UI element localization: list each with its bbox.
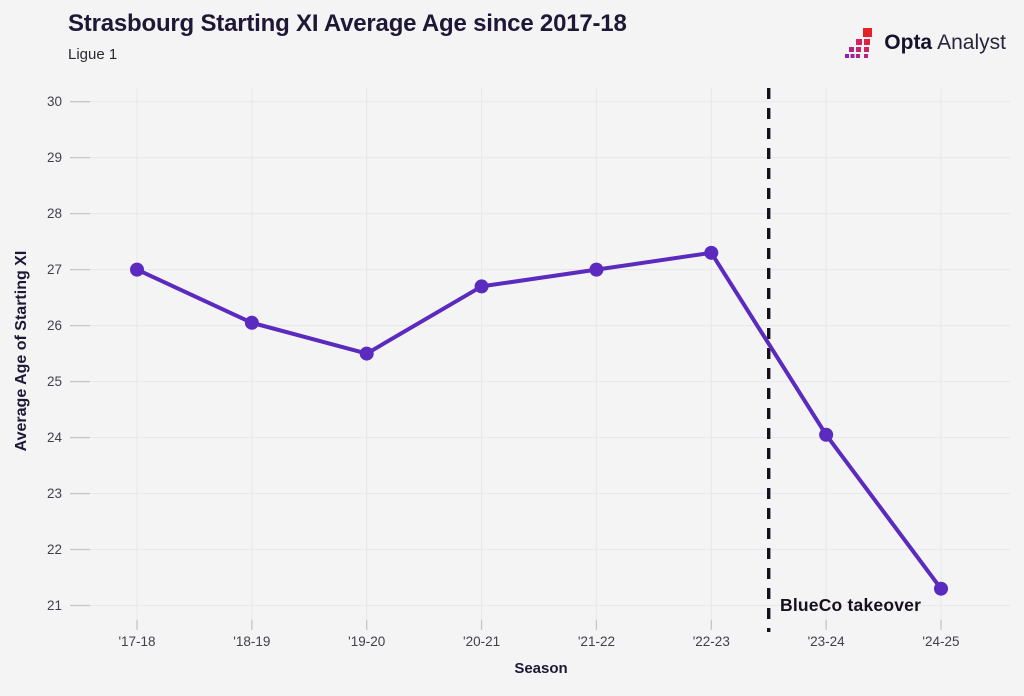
x-tick-label: '23-24 (807, 634, 845, 649)
y-tick-label: 25 (46, 373, 62, 389)
x-tick-label: '24-25 (922, 634, 960, 649)
chart-subtitle: Ligue 1 (68, 46, 118, 63)
y-tick-label: 29 (46, 149, 62, 165)
y-tick-label: 23 (46, 485, 62, 501)
logo-text-opta: Opta (884, 31, 933, 54)
x-tick-label: '17-18 (118, 634, 156, 649)
opta-analyst-logo: Opta Analyst (845, 24, 1006, 62)
annotation-blueco-takeover: BlueCo takeover (780, 595, 922, 615)
y-tick-label: 22 (46, 541, 62, 557)
opta-bars-icon (845, 27, 876, 59)
y-tick-label: 28 (46, 205, 62, 221)
y-tick-label: 21 (46, 597, 62, 613)
y-tick-label: 26 (46, 317, 62, 333)
logo-wordmark: Opta Analyst (884, 31, 1006, 55)
x-tick-label: '20-21 (463, 634, 501, 649)
x-tick-label: '18-19 (233, 634, 271, 649)
x-tick-label: '19-20 (348, 634, 386, 649)
logo-text-analyst: Analyst (937, 31, 1006, 54)
x-tick-label: '22-23 (692, 634, 730, 649)
y-tick-label: 24 (46, 429, 62, 445)
y-tick-label: 27 (46, 261, 62, 277)
x-axis-label: Season (514, 660, 568, 677)
page-title: Strasbourg Starting XI Average Age since… (68, 10, 627, 37)
x-tick-label: '21-22 (577, 634, 615, 649)
y-tick-label: 30 (46, 93, 62, 109)
